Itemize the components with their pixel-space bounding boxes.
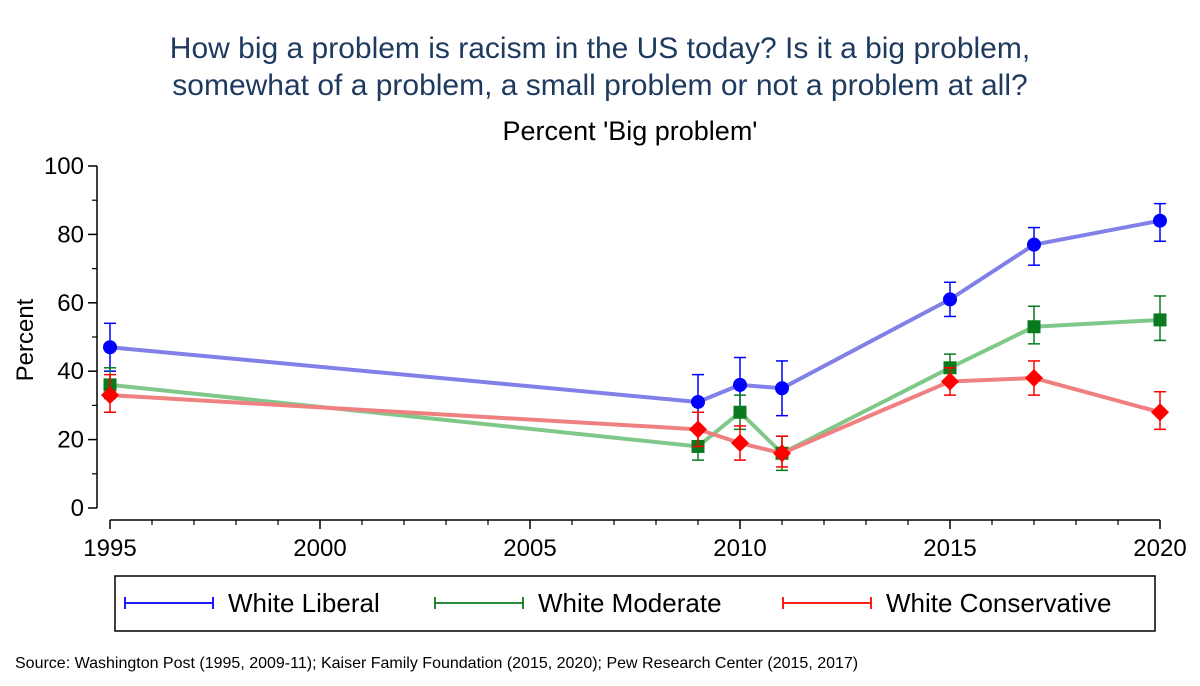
chart-title-line-1: How big a problem is racism in the US to…	[170, 32, 1030, 65]
x-tick-label: 2005	[503, 535, 556, 562]
data-point	[943, 292, 957, 307]
legend-entry-white-moderate: White Moderate	[434, 588, 722, 618]
axes: 0 20 40 60 80 100 1995 2000 2005 2010 2015 2020	[44, 153, 1187, 562]
data-point	[691, 394, 705, 409]
legend: White Liberal White Moderate White Conserv…	[124, 588, 1111, 618]
y-tick-label: 80	[57, 221, 84, 248]
series-white-conservative	[101, 360, 1169, 468]
y-tick-label: 40	[57, 358, 84, 385]
chart-subtitle: Percent 'Big problem'	[503, 116, 758, 146]
legend-entry-white-conservative: White Conservative	[782, 588, 1111, 618]
data-point	[1025, 369, 1043, 388]
x-tick-label: 2020	[1133, 535, 1186, 562]
x-tick-label: 1995	[83, 535, 136, 562]
series-line	[108, 317, 1162, 456]
x-tick-label: 2015	[923, 535, 976, 562]
y-tick-label: 100	[44, 153, 84, 180]
y-axis-title: Percent	[12, 298, 39, 381]
x-tick-label: 2010	[713, 535, 766, 562]
data-point	[1027, 237, 1041, 252]
data-point	[773, 444, 791, 463]
series-line	[108, 218, 1162, 404]
data-point	[101, 386, 119, 405]
data-point	[775, 381, 789, 396]
chart-title-line-2: somewhat of a problem, a small problem o…	[172, 69, 1027, 102]
series-white-moderate	[103, 295, 1167, 472]
source-note: Source: Washington Post (1995, 2009-11);…	[15, 655, 858, 672]
data-point	[733, 405, 747, 419]
data-point	[733, 377, 747, 392]
data-point	[1151, 403, 1169, 422]
data-point	[941, 372, 959, 391]
series-white-liberal	[103, 202, 1167, 431]
data-point	[689, 420, 707, 439]
series-line	[108, 376, 1162, 456]
x-tick-label: 2000	[293, 535, 346, 562]
data-point	[1153, 213, 1167, 228]
data-point	[1027, 320, 1041, 334]
legend-box	[114, 575, 1156, 632]
y-tick-label: 20	[57, 427, 84, 454]
y-tick-label: 60	[57, 290, 84, 317]
legend-label: White Liberal	[228, 588, 380, 618]
series-layer	[101, 202, 1169, 472]
legend-entry-white-liberal: White Liberal	[124, 588, 380, 618]
data-point	[1153, 313, 1167, 327]
y-tick-label: 0	[71, 495, 84, 522]
legend-label: White Conservative	[886, 588, 1111, 618]
data-point	[103, 340, 117, 355]
legend-label: White Moderate	[538, 588, 722, 618]
data-point	[731, 434, 749, 453]
